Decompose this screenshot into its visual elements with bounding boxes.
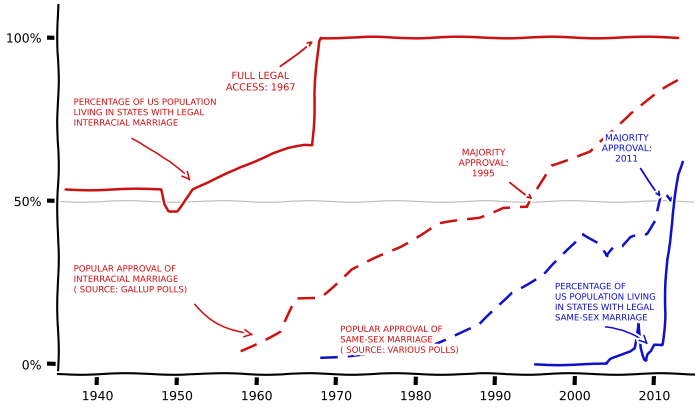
Text: PERCENTAGE OF US POPULATION
LIVING IN STATES WITH LEGAL
INTERRACIAL MARRIAGE: PERCENTAGE OF US POPULATION LIVING IN ST… (74, 99, 217, 128)
Text: MAJORITY
APPROVAL:
1995: MAJORITY APPROVAL: 1995 (458, 149, 531, 199)
Text: FULL LEGAL
ACCESS: 1967: FULL LEGAL ACCESS: 1967 (226, 43, 312, 93)
Text: PERCENTAGE OF
US POPULATION LIVING
IN STATES WITH LEGAL
SAME-SEX MARRIAGE: PERCENTAGE OF US POPULATION LIVING IN ST… (555, 283, 656, 323)
Text: POPULAR APPROVAL OF
SAME-SEX MARRIAGE
( SOURCE: VARIOUS POLLS): POPULAR APPROVAL OF SAME-SEX MARRIAGE ( … (340, 325, 459, 355)
Text: MAJORITY
APPROVAL:
2011: MAJORITY APPROVAL: 2011 (602, 135, 659, 196)
Text: POPULAR APPROVAL OF
INTERRACIAL MARRIAGE
( SOURCE: GALLUP POLLS): POPULAR APPROVAL OF INTERRACIAL MARRIAGE… (74, 265, 187, 294)
